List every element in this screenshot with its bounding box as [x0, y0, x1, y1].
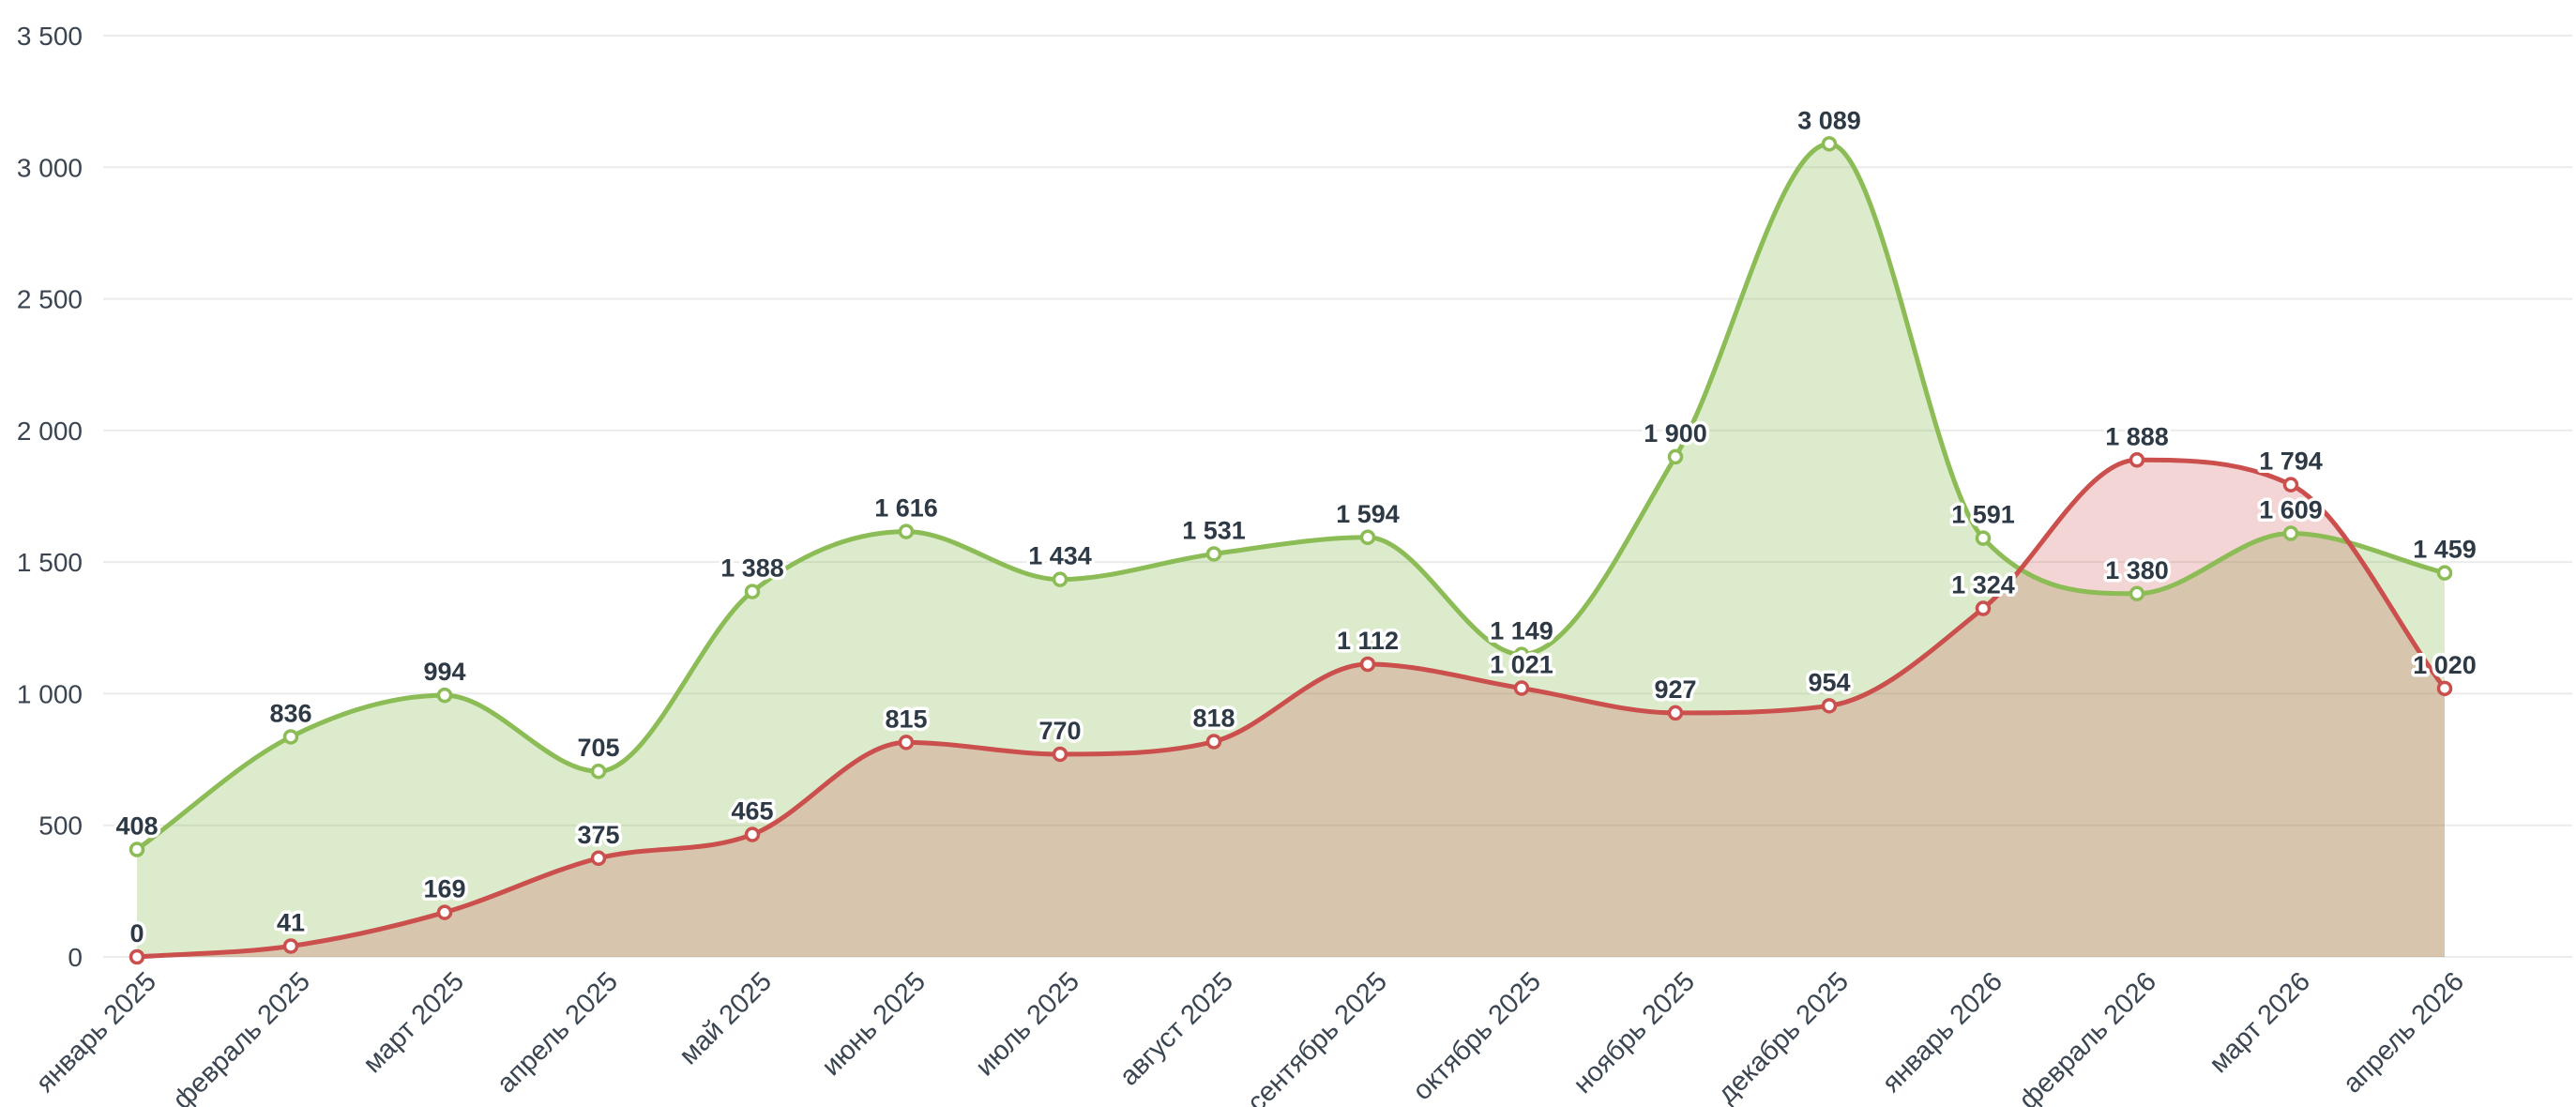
red-series-line — [134, 457, 2447, 960]
data-point-markers — [129, 136, 2453, 965]
green-series-point-marker[interactable] — [1359, 529, 1376, 546]
red-series-value-label: 1 324 — [1951, 571, 2015, 599]
red-series-point-marker[interactable] — [744, 826, 761, 842]
y-axis-tick-label: 0 — [68, 943, 83, 972]
y-axis-labels: 0 500 1 000 1 500 2 000 2 500 3 000 3 500 — [17, 22, 83, 972]
red-series-value-label: 169 — [423, 875, 465, 903]
red-series-point-marker[interactable] — [2436, 680, 2453, 697]
green-series-value-label: 3 089 — [1797, 106, 1861, 134]
red-series-value-label: 1 021 — [1490, 651, 1553, 679]
red-series-point-marker[interactable] — [590, 850, 607, 867]
x-axis-month-label: сентябрь 2025 — [1242, 966, 1393, 1107]
x-axis-month-label: март 2026 — [2204, 966, 2316, 1079]
green-series-value-label: 994 — [423, 658, 465, 686]
x-axis-month-label: март 2025 — [357, 966, 470, 1079]
red-series-value-label: 927 — [1654, 675, 1696, 704]
red-series-point-marker[interactable] — [898, 735, 915, 751]
red-series-value-label: 818 — [1192, 704, 1235, 732]
green-series-point-marker[interactable] — [2436, 565, 2453, 581]
red-series-value-label: 41 — [277, 908, 305, 936]
green-series-point-marker[interactable] — [2129, 585, 2145, 602]
green-series-point-marker[interactable] — [744, 584, 761, 599]
green-series-point-marker[interactable] — [590, 763, 607, 780]
red-series-point-marker[interactable] — [2282, 477, 2299, 493]
red-series-point-marker[interactable] — [1359, 656, 1376, 673]
x-axis-month-label: февраль 2025 — [167, 966, 316, 1107]
green-series-point-marker[interactable] — [436, 687, 453, 704]
x-axis-month-label: февраль 2026 — [2013, 966, 2162, 1107]
green-series-value-label: 408 — [115, 812, 158, 841]
x-axis-month-label: август 2025 — [1114, 966, 1239, 1091]
green-series-value-label: 836 — [269, 699, 311, 727]
y-axis-tick-label: 2 500 — [17, 285, 83, 314]
green-series-point-marker[interactable] — [282, 729, 299, 745]
y-axis-tick-label: 3 000 — [17, 153, 83, 182]
green-series-point-marker[interactable] — [898, 523, 915, 539]
red-series-value-label: 1 020 — [2413, 651, 2477, 679]
red-series-value-label: 954 — [1808, 668, 1850, 696]
red-series-point-marker[interactable] — [436, 904, 453, 920]
green-series-value-label: 1 591 — [1951, 501, 2015, 529]
red-series-point-marker[interactable] — [1975, 600, 1992, 616]
red-series-area — [137, 460, 2445, 957]
green-series-point-marker[interactable] — [1205, 546, 1222, 562]
y-axis-tick-label: 500 — [38, 811, 83, 841]
x-axis-month-label: январь 2026 — [1876, 966, 2008, 1099]
green-series-value-label: 1 388 — [720, 554, 784, 583]
green-series-value-label: 1 434 — [1028, 542, 1092, 570]
red-series-point-marker[interactable] — [1052, 746, 1068, 763]
red-series-value-label: 1 112 — [1337, 627, 1399, 655]
x-axis-month-label: июль 2025 — [970, 966, 1085, 1082]
x-axis-month-label: апрель 2025 — [492, 966, 624, 1099]
green-series-point-marker[interactable] — [1513, 646, 1530, 662]
red-series-value-label: 815 — [885, 705, 927, 733]
red-series-point-marker[interactable] — [1667, 705, 1684, 721]
green-series-point-marker[interactable] — [2282, 525, 2299, 541]
green-series-value-label: 1 149 — [1490, 617, 1553, 645]
y-axis-tick-label: 1 000 — [17, 679, 83, 708]
red-series-value-label: 1 794 — [2259, 447, 2323, 476]
x-axis-month-label: январь 2025 — [30, 966, 162, 1099]
green-series-point-marker[interactable] — [129, 842, 145, 857]
x-axis-month-label: июнь 2025 — [816, 966, 932, 1082]
x-axis-month-label: ноябрь 2025 — [1568, 966, 1701, 1099]
x-axis-labels: январь 2025 февраль 2025 март 2025 апрель 2… — [30, 966, 2470, 1107]
green-series-value-label: 1 459 — [2413, 536, 2477, 564]
red-series-point-marker[interactable] — [129, 948, 145, 965]
green-series-point-marker[interactable] — [1052, 571, 1068, 587]
data-point-value-labels: 408 836 994 705 1 388 1 616 1 434 1 531 1 594 1 1… — [113, 103, 2479, 951]
red-series-value-label: 770 — [1038, 717, 1081, 745]
green-series-value-label: 705 — [577, 734, 619, 762]
x-axis-month-label: октябрь 2025 — [1407, 966, 1547, 1106]
green-series-point-marker[interactable] — [1821, 136, 1838, 152]
x-axis-month-label: апрель 2026 — [2338, 966, 2470, 1099]
y-axis-tick-label: 3 500 — [17, 22, 83, 51]
green-series-point-marker[interactable] — [1667, 448, 1684, 465]
green-series-value-label: 1 900 — [1644, 419, 1707, 447]
y-axis-tick-label: 1 500 — [17, 548, 83, 577]
grid-layer — [103, 35, 2572, 958]
red-series-point-marker[interactable] — [2129, 452, 2145, 468]
green-series-value-label: 1 594 — [1336, 500, 1400, 528]
red-series-value-label: 0 — [129, 919, 144, 948]
green-series-point-marker[interactable] — [1975, 530, 1992, 546]
green-series-value-label: 1 609 — [2259, 496, 2323, 524]
green-series-value-label: 1 616 — [874, 494, 938, 523]
series-areas — [137, 144, 2445, 958]
green-series-value-label: 1 380 — [2105, 556, 2169, 584]
red-series-value-label: 465 — [731, 797, 773, 826]
red-series-point-marker[interactable] — [282, 938, 299, 954]
red-series-value-label: 375 — [577, 821, 619, 849]
green-series-area — [137, 144, 2445, 958]
red-series-value-label: 1 888 — [2105, 422, 2169, 450]
x-axis-month-label: май 2025 — [674, 966, 778, 1070]
red-series-point-marker[interactable] — [1821, 698, 1838, 714]
green-series-value-label: 1 531 — [1182, 516, 1246, 544]
x-axis-month-label: декабрь 2025 — [1712, 966, 1855, 1107]
y-axis-tick-label: 2 000 — [17, 417, 83, 446]
red-series-point-marker[interactable] — [1513, 680, 1530, 696]
red-series-point-marker[interactable] — [1205, 734, 1222, 750]
